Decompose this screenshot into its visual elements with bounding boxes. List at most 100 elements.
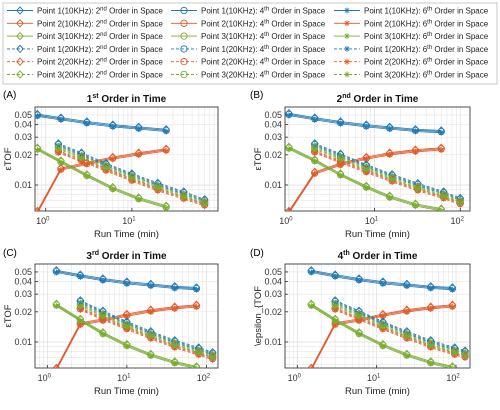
data-point bbox=[311, 149, 318, 156]
legend-marker bbox=[180, 32, 188, 40]
marker-asterisk bbox=[123, 343, 130, 350]
data-point bbox=[412, 202, 419, 209]
series-path bbox=[38, 150, 167, 211]
data-point bbox=[163, 147, 170, 154]
legend-label: Point 3(20KHz): 6th​ Order in Space bbox=[364, 70, 489, 79]
y-tick-label: 0.05 bbox=[14, 267, 32, 277]
marker-circle bbox=[52, 365, 60, 368]
marker-asterisk bbox=[35, 147, 41, 154]
chart-panel: (B) 2nd​ Order in Time 100​ 101​ 102​ 0.01 0.0… bbox=[250, 90, 471, 240]
marker-asterisk bbox=[337, 159, 344, 166]
data-point bbox=[403, 308, 410, 315]
data-point bbox=[451, 349, 458, 356]
marker-asterisk bbox=[344, 20, 350, 27]
data-point bbox=[35, 208, 41, 211]
legend-marker bbox=[180, 45, 188, 53]
marker-circle bbox=[180, 32, 188, 40]
data-point bbox=[311, 116, 318, 123]
legend-label: Point 2(20KHz): 4th​ Order in Space bbox=[201, 58, 326, 67]
series-line bbox=[311, 146, 464, 206]
data-point bbox=[135, 126, 142, 133]
series-path bbox=[37, 148, 167, 211]
data-point bbox=[337, 120, 344, 127]
legend-marker bbox=[180, 19, 188, 27]
marker-asterisk bbox=[308, 303, 315, 310]
panel-title: 3rd​ Order in Time bbox=[86, 250, 167, 262]
series-path bbox=[37, 148, 167, 208]
data-point bbox=[195, 349, 202, 356]
marker-asterisk bbox=[99, 309, 106, 316]
legend-label: Point 2(10KHz): 2nd​ Order in Space bbox=[37, 19, 163, 28]
data-point bbox=[285, 112, 292, 119]
data-point bbox=[55, 149, 62, 156]
data-point bbox=[337, 172, 344, 179]
data-point bbox=[356, 309, 363, 316]
y-tick-label: 0.03 bbox=[14, 289, 32, 299]
marker-asterisk bbox=[99, 277, 106, 284]
marker-asterisk bbox=[332, 273, 339, 280]
data-point bbox=[83, 161, 90, 168]
data-point bbox=[379, 313, 386, 320]
data-point bbox=[311, 146, 318, 153]
legend-item: Point 2(20KHz): 6th​ Order in Space bbox=[334, 58, 489, 67]
marker-asterisk bbox=[412, 148, 419, 155]
marker-asterisk bbox=[403, 353, 410, 360]
data-point bbox=[209, 354, 216, 361]
marker-asterisk bbox=[337, 120, 344, 127]
legend-label: Point 2(20KHz): 2nd​ Order in Space bbox=[37, 58, 163, 67]
data-point bbox=[379, 343, 386, 350]
legend-item: Point 1(10KHz): 2nd​ Order in Space bbox=[7, 6, 163, 16]
marker-asterisk bbox=[193, 304, 200, 311]
data-point bbox=[308, 303, 315, 310]
legend-marker bbox=[16, 6, 24, 15]
data-point bbox=[109, 186, 116, 193]
data-point bbox=[414, 185, 421, 192]
marker-asterisk bbox=[337, 156, 344, 163]
marker-asterisk bbox=[123, 313, 130, 320]
data-point bbox=[438, 129, 445, 136]
y-tick-label: 0.01 bbox=[264, 180, 282, 190]
marker-asterisk bbox=[201, 200, 208, 207]
marker-asterisk bbox=[77, 299, 84, 306]
data-point bbox=[102, 165, 109, 172]
x-axis-label: Run Time (min) bbox=[94, 386, 159, 397]
chart-panel: (D) 4th​ Order in Time 100​ 101​ 102​ 0.01 0.0… bbox=[250, 248, 471, 397]
marker-asterisk bbox=[163, 205, 170, 211]
data-point bbox=[57, 116, 64, 123]
marker-asterisk bbox=[163, 128, 170, 135]
marker-asterisk bbox=[163, 147, 170, 154]
data-point bbox=[337, 159, 344, 166]
marker-asterisk bbox=[356, 309, 363, 316]
y-tick-label: 0.02 bbox=[264, 307, 282, 317]
data-point bbox=[389, 176, 396, 183]
data-point bbox=[438, 207, 445, 211]
marker-asterisk bbox=[99, 313, 106, 320]
data-point bbox=[386, 151, 393, 158]
data-point bbox=[55, 146, 62, 153]
axes-box bbox=[34, 106, 219, 212]
data-point bbox=[437, 206, 445, 211]
marker-asterisk bbox=[77, 318, 84, 325]
marker-asterisk bbox=[311, 149, 318, 156]
series-group bbox=[35, 109, 209, 211]
marker-asterisk bbox=[147, 353, 154, 360]
x-tick-label: 102​ bbox=[451, 216, 465, 226]
marker-asterisk bbox=[462, 352, 469, 359]
marker-circle bbox=[180, 19, 188, 27]
data-point bbox=[311, 158, 318, 165]
marker-asterisk bbox=[386, 126, 393, 133]
data-point bbox=[337, 156, 344, 163]
x-tick-label: 100​ bbox=[279, 216, 293, 226]
legend-item: Point 1(10KHz): 4th​ Order in Space bbox=[171, 6, 326, 16]
marker-asterisk bbox=[356, 313, 363, 320]
marker-asterisk bbox=[344, 45, 350, 52]
legend-item: Point 3(10KHz): 4th​ Order in Space bbox=[171, 32, 326, 41]
data-point bbox=[332, 306, 339, 313]
legend-item: Point 3(20KHz): 2nd​ Order in Space bbox=[7, 70, 163, 80]
marker-asterisk bbox=[102, 165, 109, 172]
legend-item: Point 1(20KHz): 6th​ Order in Space bbox=[334, 45, 489, 54]
marker-asterisk bbox=[135, 126, 142, 133]
marker-asterisk bbox=[356, 277, 363, 284]
data-point bbox=[99, 309, 106, 316]
